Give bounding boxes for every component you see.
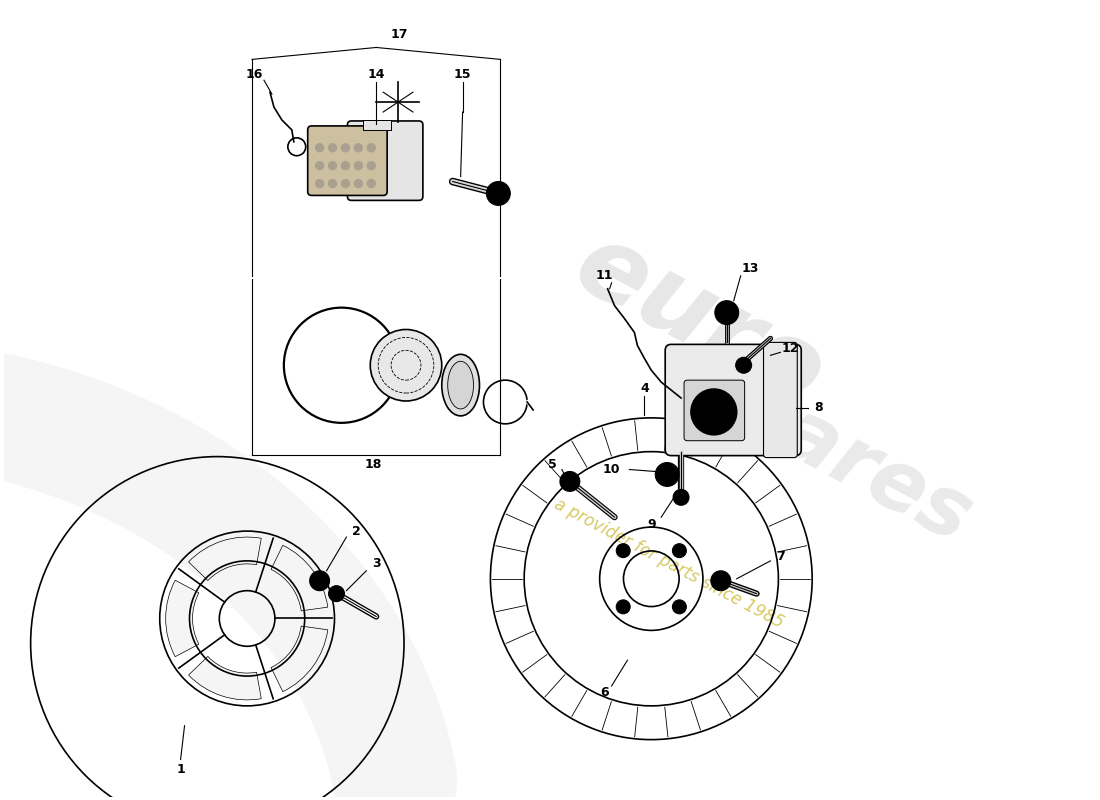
Text: 9: 9	[647, 518, 656, 530]
Text: euro: euro	[557, 213, 840, 428]
FancyBboxPatch shape	[348, 121, 422, 200]
Circle shape	[736, 358, 751, 373]
Circle shape	[354, 162, 362, 170]
Circle shape	[341, 162, 350, 170]
Circle shape	[310, 571, 330, 590]
Circle shape	[715, 301, 739, 325]
Circle shape	[486, 182, 510, 206]
Circle shape	[354, 179, 362, 187]
FancyBboxPatch shape	[763, 342, 798, 458]
Wedge shape	[271, 546, 328, 611]
FancyBboxPatch shape	[308, 126, 387, 195]
Text: 7: 7	[776, 550, 784, 563]
Circle shape	[616, 544, 630, 558]
Circle shape	[316, 144, 323, 152]
Wedge shape	[188, 537, 262, 581]
Text: 5: 5	[548, 458, 557, 471]
Circle shape	[341, 179, 350, 187]
FancyBboxPatch shape	[684, 380, 745, 441]
Text: 11: 11	[596, 270, 614, 282]
Bar	[363, 120, 392, 130]
Circle shape	[367, 144, 375, 152]
Wedge shape	[271, 626, 328, 692]
Circle shape	[329, 144, 337, 152]
Circle shape	[367, 162, 375, 170]
Circle shape	[329, 179, 337, 187]
Text: 8: 8	[814, 402, 823, 414]
Circle shape	[672, 544, 686, 558]
Circle shape	[661, 469, 673, 481]
Text: 4: 4	[640, 382, 649, 394]
Circle shape	[711, 571, 730, 590]
Text: 13: 13	[741, 262, 759, 275]
Circle shape	[656, 462, 679, 486]
Circle shape	[560, 471, 580, 491]
Text: 6: 6	[601, 686, 609, 699]
Circle shape	[672, 600, 686, 614]
FancyBboxPatch shape	[666, 344, 801, 456]
Circle shape	[616, 600, 630, 614]
Text: 2: 2	[352, 525, 361, 538]
Circle shape	[367, 179, 375, 187]
Text: spares: spares	[671, 341, 986, 559]
Circle shape	[329, 586, 344, 602]
Ellipse shape	[448, 362, 473, 409]
Text: 17: 17	[390, 28, 408, 41]
Text: 14: 14	[367, 68, 385, 81]
Text: 1: 1	[176, 763, 185, 776]
Text: 18: 18	[364, 458, 382, 471]
Ellipse shape	[371, 330, 442, 401]
Text: 16: 16	[245, 68, 263, 81]
Circle shape	[354, 144, 362, 152]
Text: 10: 10	[603, 463, 620, 476]
Ellipse shape	[442, 354, 480, 416]
Text: 12: 12	[782, 342, 799, 355]
Circle shape	[329, 162, 337, 170]
Text: a provider for parts since 1985: a provider for parts since 1985	[551, 495, 786, 632]
Text: 3: 3	[372, 558, 381, 570]
Wedge shape	[166, 580, 199, 657]
Circle shape	[341, 144, 350, 152]
Circle shape	[691, 389, 737, 434]
Text: 15: 15	[454, 68, 472, 81]
Circle shape	[702, 400, 726, 424]
Circle shape	[673, 490, 689, 506]
Wedge shape	[188, 657, 262, 700]
Circle shape	[316, 162, 323, 170]
Circle shape	[316, 179, 323, 187]
